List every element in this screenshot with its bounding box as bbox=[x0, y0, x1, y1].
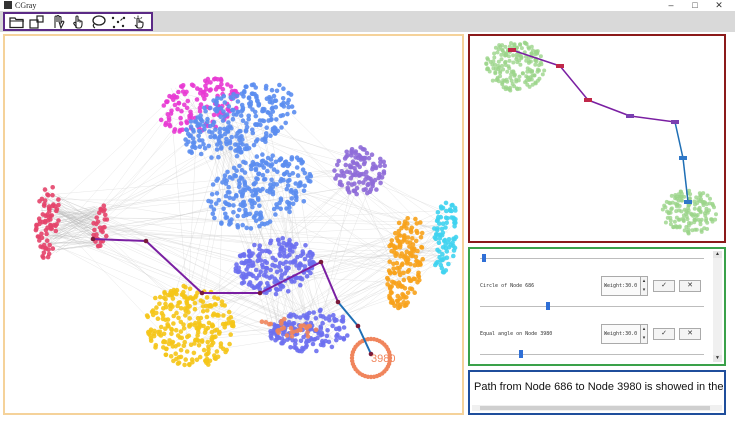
path-node bbox=[199, 290, 205, 296]
node-cluster bbox=[33, 185, 61, 260]
path-detail-node bbox=[626, 114, 634, 118]
path-segment bbox=[320, 261, 339, 303]
selected-node-ring bbox=[349, 336, 393, 380]
path-detail-segment bbox=[674, 121, 684, 159]
path-cluster-nodes bbox=[484, 40, 718, 236]
graph-view-panel[interactable]: 3980 bbox=[3, 34, 464, 415]
click-hand-icon[interactable] bbox=[130, 14, 148, 29]
node-cluster bbox=[332, 145, 388, 197]
toolbar-band bbox=[0, 11, 735, 32]
window-title: CGray bbox=[15, 1, 37, 10]
message-panel: Path from Node 686 to Node 3980 is showe… bbox=[468, 370, 726, 415]
path-detail-segment bbox=[682, 157, 689, 203]
path-canvas[interactable] bbox=[470, 36, 724, 241]
path-segment bbox=[259, 261, 322, 294]
select-hand-icon[interactable] bbox=[69, 14, 87, 29]
path-segment bbox=[92, 238, 147, 242]
message-scrollbar-thumb[interactable] bbox=[480, 406, 710, 410]
spin-down-icon[interactable]: ▾ bbox=[642, 335, 646, 341]
lasso-icon[interactable] bbox=[89, 14, 107, 29]
node-cluster bbox=[432, 200, 459, 275]
spin-up-icon[interactable]: ▴ bbox=[642, 326, 646, 332]
path-detail-segment bbox=[511, 49, 561, 67]
scroll-up-icon[interactable]: ▲ bbox=[713, 251, 722, 258]
path-line bbox=[508, 48, 692, 204]
row2-confirm-button[interactable]: ✓ bbox=[653, 328, 675, 340]
path-detail-segment bbox=[629, 115, 676, 123]
top-slider-thumb[interactable] bbox=[482, 254, 486, 262]
open-folder-icon[interactable] bbox=[8, 14, 26, 29]
path-node bbox=[257, 290, 263, 296]
selected-node-label: 3980 bbox=[371, 353, 395, 365]
layout-control-panel: Circle of Node 686 Weight:30.0 ▴ ▾ ✓ ✕ E… bbox=[468, 247, 726, 366]
path-node bbox=[368, 351, 374, 357]
node-cluster bbox=[259, 316, 319, 339]
minimize-button[interactable]: – bbox=[668, 0, 674, 10]
control-panel-scrollbar[interactable]: ▲ ▼ bbox=[713, 251, 722, 362]
row1-weight-field[interactable]: Weight:30.0 bbox=[601, 276, 641, 296]
path-detail-node bbox=[556, 64, 564, 68]
toolbar bbox=[3, 12, 153, 31]
path-node bbox=[143, 238, 149, 244]
message-scrollbar[interactable] bbox=[472, 405, 722, 411]
row2-slider-track[interactable] bbox=[480, 354, 704, 355]
close-button[interactable]: ✕ bbox=[715, 0, 723, 10]
shortest-path bbox=[90, 236, 374, 357]
row1-slider-track[interactable] bbox=[480, 306, 704, 307]
graph-nodes bbox=[33, 76, 459, 380]
top-slider-track[interactable] bbox=[480, 258, 704, 259]
scroll-down-icon[interactable]: ▼ bbox=[713, 355, 722, 362]
scatter-points-icon[interactable] bbox=[110, 14, 128, 29]
row1-confirm-button[interactable]: ✓ bbox=[653, 280, 675, 292]
path-detail-node bbox=[508, 48, 516, 52]
path-detail-panel[interactable] bbox=[468, 34, 726, 243]
graph-canvas[interactable]: 3980 bbox=[5, 36, 462, 413]
status-message: Path from Node 686 to Node 3980 is showe… bbox=[474, 381, 724, 393]
row1-label: Circle of Node 686 bbox=[480, 283, 535, 289]
node-cluster bbox=[385, 216, 426, 311]
path-node bbox=[355, 323, 361, 329]
green-node-cluster bbox=[484, 40, 547, 93]
row1-cancel-button[interactable]: ✕ bbox=[679, 280, 701, 292]
path-segment bbox=[337, 301, 359, 327]
path-detail-node bbox=[584, 98, 592, 102]
row2-weight-field[interactable]: Weight:30.0 bbox=[601, 324, 641, 344]
node-cluster bbox=[91, 203, 110, 249]
row2-weight-spinner[interactable]: ▴ ▾ bbox=[640, 324, 648, 344]
row1-weight-spinner[interactable]: ▴ ▾ bbox=[640, 276, 648, 296]
spin-down-icon[interactable]: ▾ bbox=[642, 287, 646, 293]
node-cluster bbox=[158, 76, 240, 134]
path-segment bbox=[145, 240, 203, 294]
path-node bbox=[90, 236, 96, 242]
path-node bbox=[335, 299, 341, 305]
path-detail-segment bbox=[559, 65, 589, 101]
path-detail-node bbox=[679, 156, 687, 160]
path-detail-node bbox=[684, 200, 692, 204]
green-node-cluster bbox=[660, 188, 718, 236]
row1-slider-thumb[interactable] bbox=[546, 302, 550, 310]
maximize-button[interactable]: □ bbox=[692, 0, 698, 10]
node-cluster bbox=[233, 236, 317, 297]
pan-hand-icon[interactable] bbox=[49, 14, 67, 29]
spin-up-icon[interactable]: ▴ bbox=[642, 278, 646, 284]
row2-slider-thumb[interactable] bbox=[519, 350, 523, 358]
node-cluster bbox=[183, 82, 297, 160]
path-detail-segment bbox=[587, 99, 631, 117]
row2-cancel-button[interactable]: ✕ bbox=[679, 328, 701, 340]
path-detail-node bbox=[671, 120, 679, 124]
path-segment bbox=[357, 325, 372, 355]
export-icon[interactable] bbox=[28, 14, 46, 29]
row2-label: Equal angle on Node 3980 bbox=[480, 331, 553, 337]
node-cluster bbox=[206, 152, 314, 231]
title-bar: CGray – □ ✕ bbox=[0, 0, 735, 11]
app-icon bbox=[4, 1, 12, 9]
node-cluster bbox=[144, 283, 236, 368]
path-node bbox=[318, 259, 324, 265]
